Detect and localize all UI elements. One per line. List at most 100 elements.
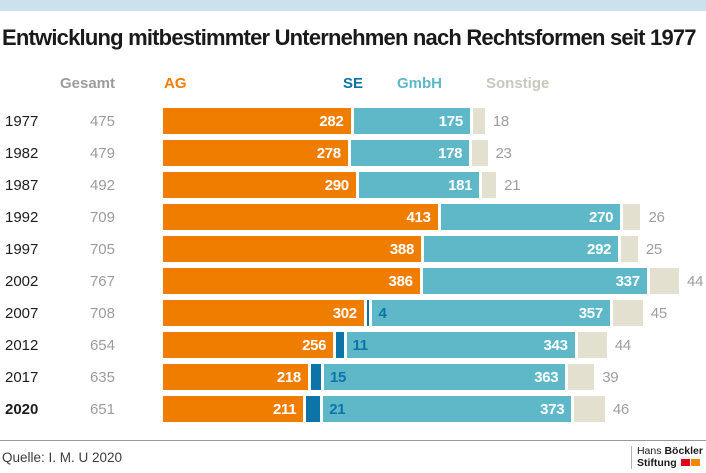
bar-segment-se [310,364,321,390]
year-label: 1992 [5,208,39,226]
hbs-logo: Hans Böckler Stiftung [630,445,703,469]
year-label: 2020 [5,400,39,418]
bar-segment-ag: 218 [163,364,308,390]
chart-row: 1987 492 290 181 21 [0,172,706,198]
sonstige-value: 45 [650,304,667,322]
bar-segment-gmbh: 4 357 [372,300,610,326]
bar-segment-sonstige [574,396,605,422]
year-label: 1987 [5,176,39,194]
bar-segment-gmbh: 175 [353,108,470,134]
bar-segment-ag: 302 [163,300,364,326]
bar-group: 278 178 23 [163,140,512,166]
sonstige-value: 25 [645,240,662,258]
year-label: 2012 [5,336,39,354]
ag-value: 386 [388,272,413,290]
ag-value: 302 [332,304,357,322]
gmbh-value: 270 [589,208,614,226]
legend-ag-label: AG [164,75,187,92]
bar-segment-ag: 413 [163,204,438,230]
sonstige-value: 21 [504,176,521,194]
gesamt-value: 654 [89,336,115,354]
bar-segment-ag: 256 [163,332,334,358]
page-title: Entwicklung mitbestimmter Unternehmen na… [2,25,697,50]
ag-value: 218 [276,368,301,386]
chart-row: 2012 654 256 11 343 44 [0,332,706,358]
year-label: 1977 [5,112,39,130]
gesamt-value: 651 [89,400,115,418]
gesamt-value: 475 [89,112,115,130]
bar-segment-sonstige [612,300,643,326]
bar-segment-se [306,396,321,422]
gesamt-value: 708 [89,304,115,322]
chart-row: 2002 767 386 337 44 [0,268,706,294]
gesamt-value: 709 [89,208,115,226]
year-label: 2002 [5,272,39,290]
legend-se-label: SE [343,75,364,92]
sonstige-value: 39 [602,368,619,386]
year-label: 1982 [5,144,39,162]
footer: Quelle: I. M. U 2020 Hans Böckler Stiftun… [0,440,706,473]
bar-segment-sonstige [568,364,595,390]
legend-sonstige-label: Sonstige [486,75,550,92]
bar-segment-ag: 278 [163,140,348,166]
ag-value: 282 [319,112,344,130]
gesamt-value: 767 [89,272,115,290]
bar-segment-gmbh: 270 [440,204,621,230]
sonstige-value: 46 [612,400,629,418]
bar-segment-se [366,300,370,326]
bar-segment-ag: 386 [163,268,420,294]
bar-group: 211 21 373 46 [163,396,629,422]
bar-segment-gmbh: 11 343 [346,332,575,358]
bar-segment-gmbh: 21 373 [323,396,572,422]
bar-group: 256 11 343 44 [163,332,631,358]
sonstige-value: 26 [648,208,665,226]
sonstige-value: 44 [687,272,704,290]
chart-rows: 1977 475 282 175 18 1982 479 278 178 23 1987 492 290… [0,108,706,422]
bar-segment-ag: 282 [163,108,351,134]
bar-group: 302 4 357 45 [163,300,667,326]
gesamt-value: 705 [89,240,115,258]
ag-value: 211 [273,400,297,418]
bar-group: 388 292 25 [163,236,662,262]
logo-red-square-icon [680,458,690,466]
bar-group: 290 181 21 [163,172,521,198]
top-strip [0,0,706,11]
chart-row: 1997 705 388 292 25 [0,236,706,262]
bar-segment-ag: 388 [163,236,422,262]
year-label: 1997 [5,240,39,258]
bar-group: 386 337 44 [163,268,703,294]
bar-segment-sonstige [621,236,638,262]
ag-value: 290 [324,176,349,194]
bar-segment-gmbh: 181 [358,172,480,198]
legend-gesamt-label: Gesamt [59,75,115,92]
sonstige-value: 18 [492,112,509,130]
gesamt-value: 492 [89,176,115,194]
bar-segment-sonstige [623,204,641,230]
ag-value: 256 [302,336,327,354]
gesamt-value: 479 [89,144,115,162]
logo-orange-square-icon [690,458,700,466]
legend-gmbh-label: GmbH [397,75,442,92]
bar-segment-ag: 211 [163,396,304,422]
gesamt-value: 635 [89,368,115,386]
gmbh-value: 292 [587,240,612,258]
chart-row: 2020 651 211 21 373 46 [0,396,706,422]
bar-segment-gmbh: 337 [422,268,647,294]
chart-row: 2017 635 218 15 363 39 [0,364,706,390]
gmbh-value: 373 [540,400,565,418]
bar-segment-gmbh: 178 [350,140,470,166]
se-value: 15 [329,368,347,386]
bar-group: 282 175 18 [163,108,509,134]
ag-value: 388 [389,240,415,258]
chart-row: 1992 709 413 270 26 [0,204,706,230]
bar-segment-sonstige [577,332,607,358]
se-value: 11 [352,336,369,354]
chart-row: 1977 475 282 175 18 [0,108,706,134]
logo-line-1: Hans Böckler [637,445,703,458]
gmbh-value: 181 [448,176,473,194]
se-value: 21 [329,400,346,418]
bar-group: 218 15 363 39 [163,364,619,390]
legend: Gesamt AG SE GmbH Sonstige [0,75,706,93]
ag-value: 278 [316,144,341,162]
gmbh-value: 357 [578,304,603,322]
